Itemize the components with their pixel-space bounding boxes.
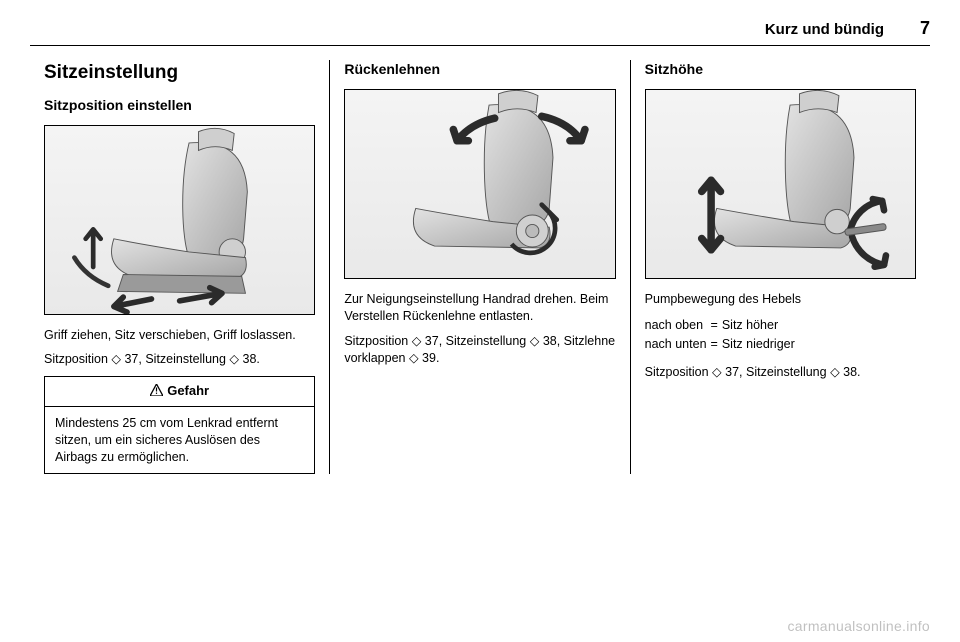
section-heading: Sitzeinstellung (44, 60, 315, 86)
lever-direction-table: nach oben = Sitz höher nach unten = Sitz… (645, 316, 799, 354)
figure-backrest (344, 89, 615, 279)
danger-body: Mindestens 25 cm vom Lenkrad entfernt si… (45, 407, 314, 474)
crossref-col3: Sitzposition ◇ 37, Sitzeinstellung ◇ 38. (645, 364, 916, 381)
cell-eq: = (711, 316, 722, 335)
seat-longitudinal-illustration (45, 126, 314, 314)
subheading-seat-position: Sitzposition einstellen (44, 96, 315, 115)
column-1: Sitzeinstellung Sitzposition einstellen (30, 60, 329, 474)
para-seat-slide: Griff ziehen, Sitz verschieben, Griff lo… (44, 327, 315, 344)
warning-icon (150, 383, 163, 401)
table-row: nach unten = Sitz niedriger (645, 335, 799, 354)
figure-seat-height (645, 89, 916, 279)
danger-label: Gefahr (167, 383, 209, 398)
crossref-col1: Sitzposition ◇ 37, Sitzeinstellung ◇ 38. (44, 351, 315, 368)
page-number: 7 (920, 18, 930, 39)
crossref-col2: Sitzposition ◇ 37, Sitzeinstellung ◇ 38,… (344, 333, 615, 367)
cell-val: Sitz höher (722, 316, 799, 335)
figure-seat-longitudinal (44, 125, 315, 315)
cell-eq: = (711, 335, 722, 354)
watermark: carmanualsonline.info (788, 618, 931, 634)
cell-key: nach unten (645, 335, 711, 354)
para-backrest: Zur Neigungseinstellung Handrad drehen. … (344, 291, 615, 325)
danger-box: Gefahr Mindestens 25 cm vom Lenkrad entf… (44, 376, 315, 474)
chapter-title: Kurz und bündig (765, 21, 884, 38)
column-3: Sitzhöhe (630, 60, 930, 474)
lever-label: Pumpbewegung des Hebels (645, 291, 916, 308)
backrest-illustration (345, 90, 614, 278)
danger-heading: Gefahr (45, 377, 314, 407)
content-columns: Sitzeinstellung Sitzposition einstellen (30, 60, 930, 474)
cell-key: nach oben (645, 316, 711, 335)
page-header: Kurz und bündig 7 (30, 18, 930, 46)
subheading-backrest: Rückenlehnen (344, 60, 615, 79)
cell-val: Sitz niedriger (722, 335, 799, 354)
table-row: nach oben = Sitz höher (645, 316, 799, 335)
subheading-seat-height: Sitzhöhe (645, 60, 916, 79)
seat-height-illustration (646, 90, 915, 278)
column-2: Rückenlehnen (329, 60, 629, 474)
